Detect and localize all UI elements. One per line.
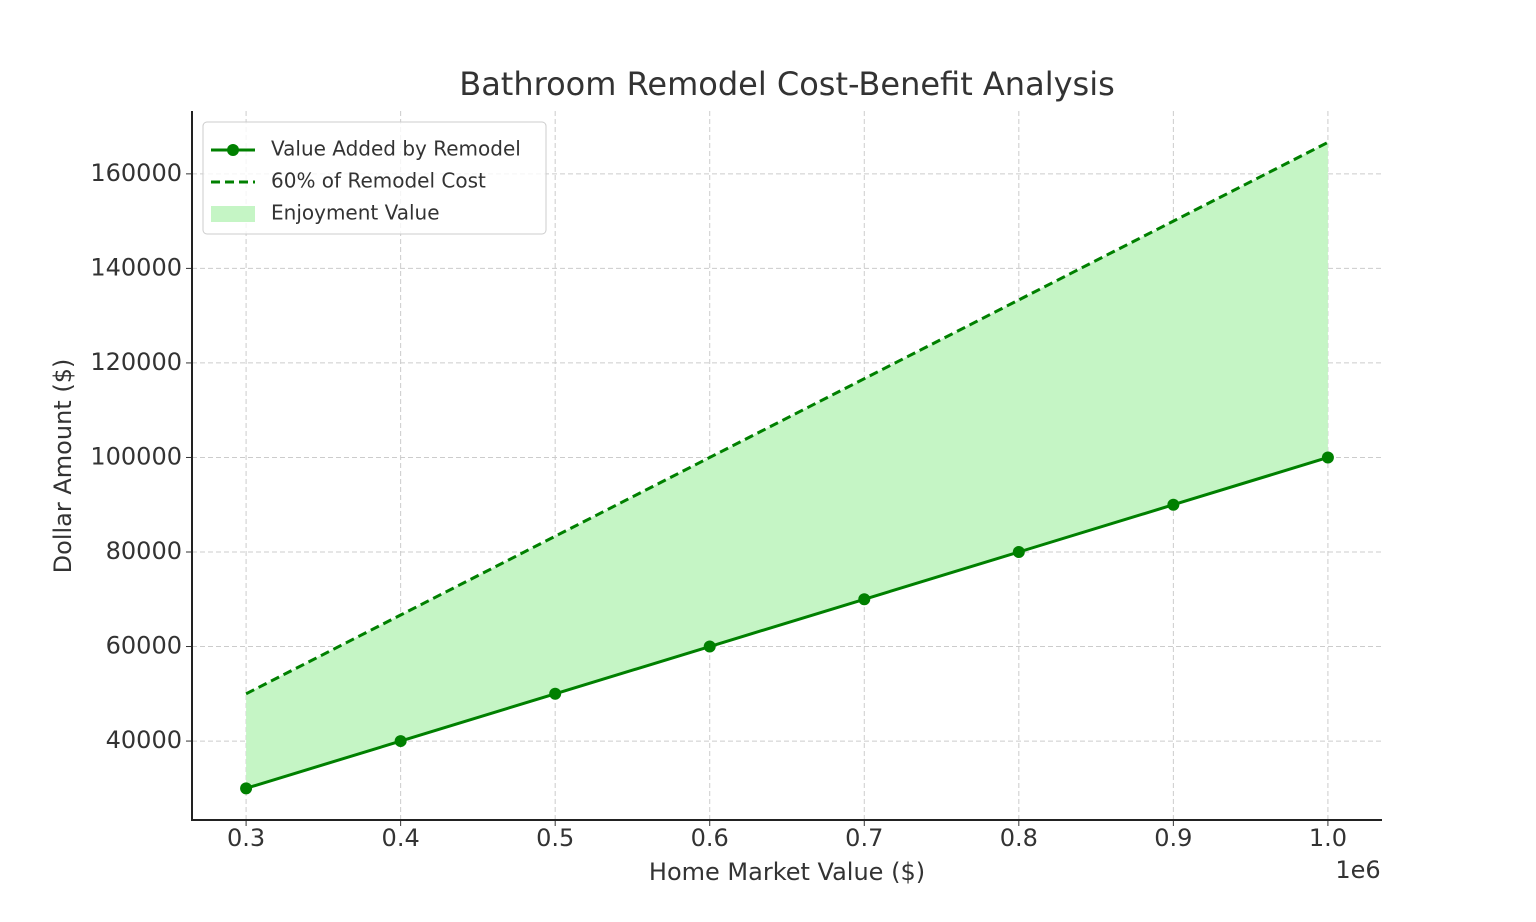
x-tick-label: 0.4: [382, 824, 420, 852]
point: [703, 640, 716, 653]
y-tick-label: 60000: [106, 632, 182, 660]
point: [1321, 451, 1334, 464]
axes: [191, 111, 1382, 821]
legend-label: Enjoyment Value: [271, 201, 440, 225]
legend-marker: [227, 144, 239, 156]
y-tick-label: 160000: [90, 159, 182, 187]
y-tick-label: 140000: [90, 253, 182, 281]
y-axis-label: Dollar Amount ($): [49, 359, 77, 574]
x-tick-label: 0.3: [227, 824, 265, 852]
y-tick-label: 40000: [106, 726, 182, 754]
legend-box: [202, 121, 547, 235]
legend-swatch: [211, 206, 255, 222]
x-tick-label: 0.5: [536, 824, 574, 852]
y-tick-label: 80000: [106, 537, 182, 565]
x-tick-label: 1.0: [1309, 824, 1347, 852]
legend-label: Value Added by Remodel: [271, 137, 521, 161]
x-tick-label: 0.6: [691, 824, 729, 852]
legend-label: 60% of Remodel Cost: [271, 169, 486, 193]
series-line: [245, 456, 1329, 790]
point: [394, 735, 407, 748]
point: [1167, 498, 1180, 511]
x-tick-label: 0.8: [1000, 824, 1038, 852]
point: [858, 593, 871, 606]
x-axis-label: Home Market Value ($): [649, 858, 925, 886]
y-tick-label: 100000: [90, 442, 182, 470]
point: [240, 782, 253, 795]
chart-title: Bathroom Remodel Cost-Benefit Analysis: [459, 65, 1115, 103]
point: [1012, 545, 1025, 558]
series-line: [245, 141, 1329, 696]
point: [549, 687, 562, 700]
x-offset-label: 1e6: [1335, 856, 1380, 884]
fill-area: [246, 142, 1328, 789]
x-tick-label: 0.7: [845, 824, 883, 852]
y-tick-label: 120000: [90, 348, 182, 376]
x-tick-label: 0.9: [1154, 824, 1192, 852]
